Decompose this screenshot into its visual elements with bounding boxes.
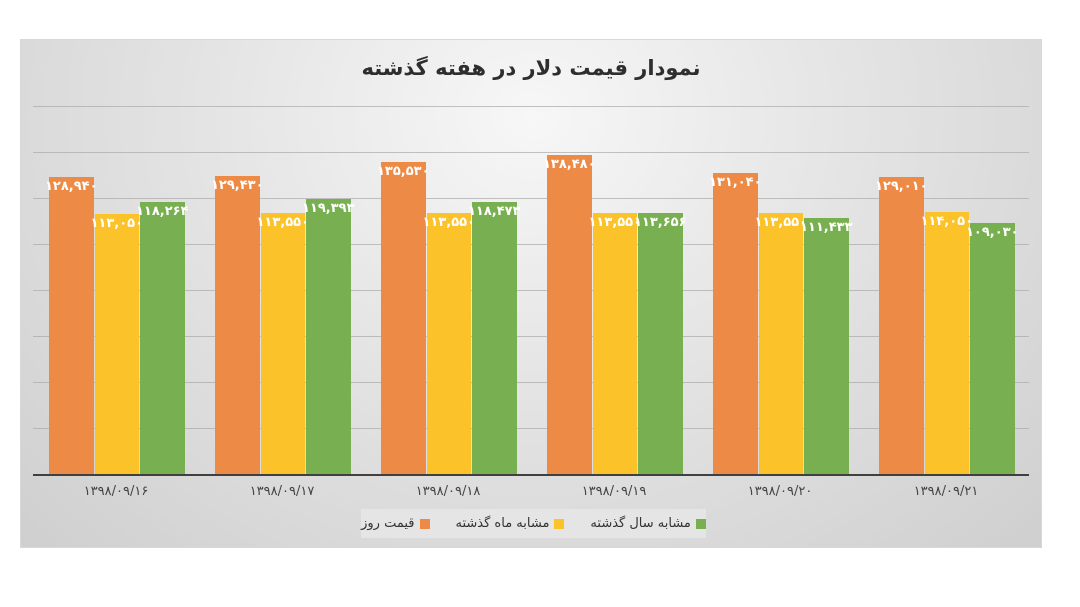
data-label: ۱۱۸,۲۶۴	[135, 203, 189, 219]
gridline	[33, 336, 1029, 337]
x-tick-label: ۱۳۹۸/۰۹/۲۰	[747, 484, 813, 499]
bar: ۱۳۸,۴۸۰	[543, 155, 596, 474]
bar: ۱۳۱,۰۴۰	[709, 172, 762, 474]
gridline	[33, 428, 1029, 429]
data-label: ۱۲۹,۰۱۰	[874, 179, 928, 195]
data-label: ۱۱۳,۰۵۰	[90, 215, 144, 231]
x-axis-line	[33, 474, 1029, 476]
bar: ۱۱۳,۵۵۰	[422, 212, 475, 474]
gridline	[33, 244, 1029, 245]
data-label: ۱۲۹,۴۳۰	[210, 178, 264, 194]
legend-swatch	[695, 518, 706, 529]
x-tick-label: ۱۳۹۸/۰۹/۱۸	[415, 484, 481, 499]
bar: ۱۲۹,۰۱۰	[875, 177, 928, 474]
bar: ۱۱۳,۵۵۰	[256, 212, 309, 474]
x-tick-label: ۱۳۹۸/۰۹/۱۹	[581, 484, 647, 499]
gridline	[33, 198, 1029, 199]
bar: ۱۱۳,۵۵۰	[588, 212, 641, 474]
data-label: ۱۰۹,۰۳۰	[965, 225, 1019, 241]
x-tick-label: ۱۳۹۸/۰۹/۲۱	[913, 484, 979, 499]
legend-item-last-year: مشابه سال گذشته	[590, 516, 706, 531]
data-label: ۱۳۸,۴۸۰	[542, 157, 596, 173]
data-label: ۱۳۱,۰۴۰	[708, 174, 762, 190]
bar: ۱۱۳,۶۵۶	[634, 212, 687, 474]
legend-swatch	[419, 518, 430, 529]
legend-swatch	[554, 518, 565, 529]
bar: ۱۱۹,۳۹۳	[302, 199, 355, 474]
bar: ۱۱۴,۰۵۰	[920, 211, 973, 474]
gridline	[33, 290, 1029, 291]
data-label: ۱۳۵,۵۳۰	[376, 164, 430, 180]
data-label: ۱۱۸,۴۷۳	[467, 203, 521, 219]
gridline	[33, 152, 1029, 153]
data-label: ۱۱۳,۵۵۰	[256, 214, 310, 230]
x-tick-label: ۱۳۹۸/۰۹/۱۶	[83, 484, 149, 499]
data-label: ۱۱۱,۴۳۳	[799, 219, 853, 235]
chart-title: نمودار قیمت دلار در هفته گذشته	[361, 56, 701, 80]
legend-label: مشابه ماه گذشته	[455, 516, 550, 531]
data-label: ۱۲۸,۹۴۰	[44, 179, 98, 195]
gridline	[33, 382, 1029, 383]
bar: ۱۳۵,۵۳۰	[377, 162, 430, 474]
data-label: ۱۱۳,۶۵۶	[633, 214, 687, 230]
legend: قیمت روز مشابه ماه گذشته مشابه سال گذشته	[361, 509, 706, 538]
bar: ۱۱۸,۴۷۳	[468, 201, 521, 474]
legend-label: مشابه سال گذشته	[590, 516, 691, 531]
bar: ۱۲۸,۹۴۰	[45, 177, 98, 474]
legend-item-daily-price: قیمت روز	[361, 516, 430, 531]
legend-item-last-month: مشابه ماه گذشته	[456, 516, 565, 531]
bar: ۱۱۸,۲۶۴	[136, 201, 189, 474]
data-label: ۱۱۳,۵۵۰	[422, 214, 476, 230]
bar: ۱۱۳,۵۵۰	[754, 212, 807, 474]
gridline	[33, 106, 1029, 107]
data-label: ۱۱۹,۳۹۳	[301, 201, 355, 217]
data-label: ۱۱۳,۵۵۰	[588, 214, 642, 230]
bar: ۱۲۹,۴۳۰	[211, 176, 264, 474]
x-tick-label: ۱۳۹۸/۰۹/۱۷	[249, 484, 315, 499]
chart-container: نمودار قیمت دلار در هفته گذشته ۱۲۸,۹۴۰ ۱۱…	[20, 39, 1042, 548]
plot-area: ۱۲۸,۹۴۰ ۱۱۳,۰۵۰ ۱۱۸,۲۶۴ ۱۲۹,۴۳۰ ۱۱۳,۵۵۰ ۱۱۹,۳…	[33, 40, 1029, 476]
data-label: ۱۱۴,۰۵۰	[920, 213, 974, 229]
legend-label: قیمت روز	[361, 516, 415, 531]
bar: ۱۰۹,۰۳۰	[966, 223, 1019, 474]
data-label: ۱۱۳,۵۵۰	[754, 214, 808, 230]
bar: ۱۱۳,۰۵۰	[90, 213, 143, 474]
bar: ۱۱۱,۴۳۳	[800, 217, 853, 474]
